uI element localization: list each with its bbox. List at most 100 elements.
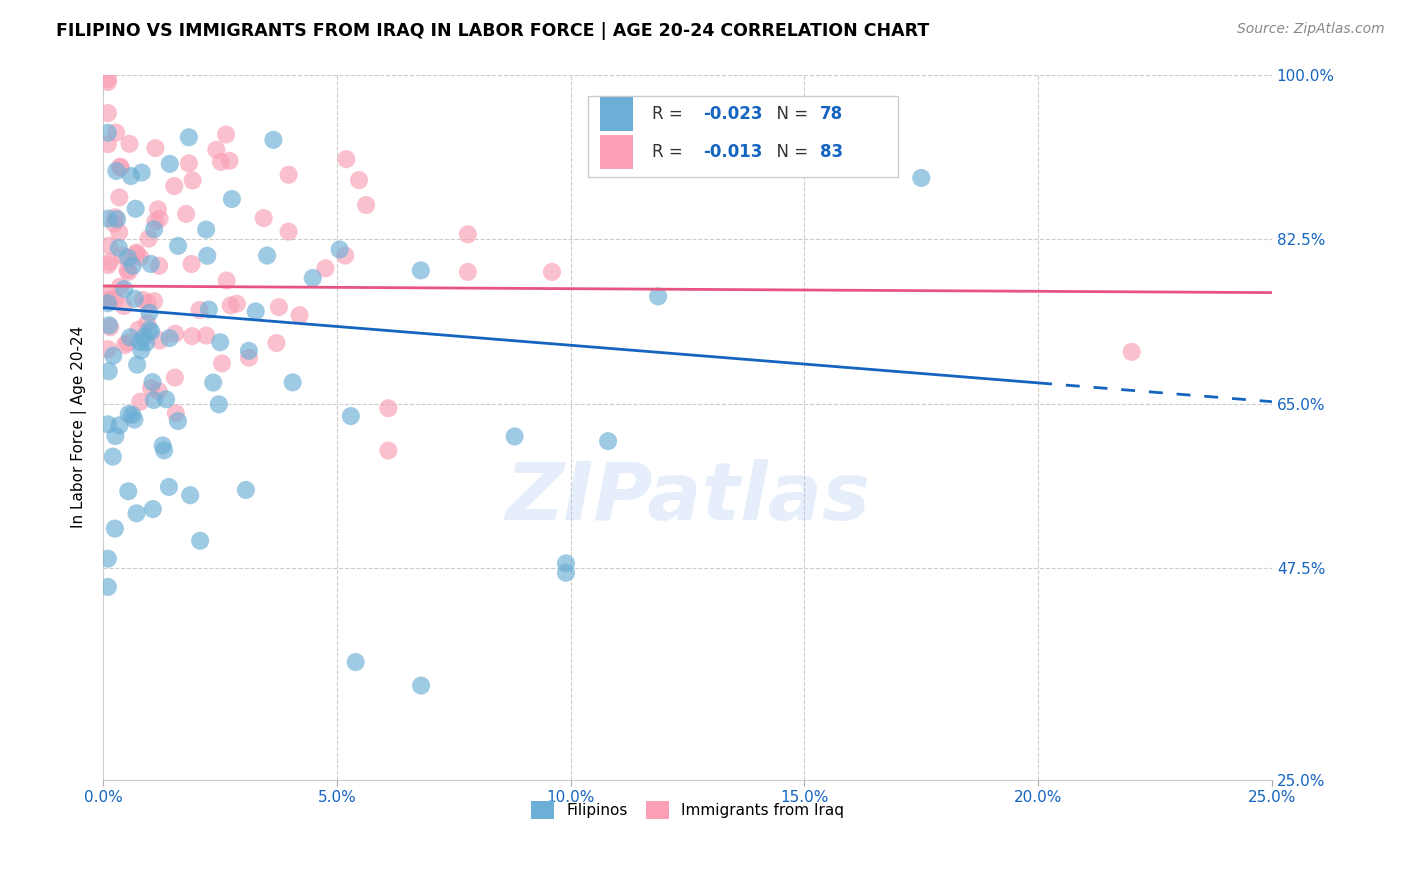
Text: R =: R = xyxy=(652,143,689,161)
Point xyxy=(238,343,260,358)
Point xyxy=(148,211,170,226)
Text: Source: ZipAtlas.com: Source: ZipAtlas.com xyxy=(1237,22,1385,37)
Point xyxy=(129,251,152,265)
Point xyxy=(125,247,148,261)
Point xyxy=(152,438,174,452)
Point xyxy=(177,130,200,145)
Point xyxy=(104,293,127,307)
Point xyxy=(138,232,160,246)
Point xyxy=(117,484,139,499)
Point xyxy=(333,249,356,263)
Point xyxy=(135,335,157,350)
Point xyxy=(179,488,201,502)
Point xyxy=(143,214,166,228)
Point xyxy=(105,212,128,227)
Point xyxy=(159,157,181,171)
Point xyxy=(145,141,167,155)
Point xyxy=(910,170,932,185)
Point xyxy=(97,296,120,310)
Point xyxy=(1121,344,1143,359)
Point xyxy=(125,506,148,520)
Point xyxy=(219,298,242,312)
Point xyxy=(188,302,211,317)
Point xyxy=(143,294,166,309)
Point xyxy=(142,502,165,516)
Point xyxy=(132,293,155,307)
Point xyxy=(288,308,311,322)
Point xyxy=(127,358,149,372)
Point xyxy=(148,259,170,273)
Point xyxy=(101,450,124,464)
Point xyxy=(555,566,578,580)
Point xyxy=(124,202,146,216)
Point xyxy=(262,133,284,147)
Point xyxy=(114,338,136,352)
Point xyxy=(174,207,197,221)
Point xyxy=(97,211,120,226)
Point xyxy=(120,169,142,183)
Point xyxy=(457,227,479,242)
Point xyxy=(112,282,135,296)
Point xyxy=(124,292,146,306)
Point xyxy=(128,322,150,336)
Point xyxy=(97,72,120,87)
Point xyxy=(124,412,146,426)
Point xyxy=(377,401,399,416)
Point xyxy=(108,160,131,174)
Point xyxy=(105,164,128,178)
Point xyxy=(314,261,336,276)
Point xyxy=(208,397,231,411)
Point xyxy=(108,190,131,204)
Point xyxy=(146,202,169,217)
Point xyxy=(117,335,139,350)
Point xyxy=(103,217,125,231)
Text: N =: N = xyxy=(766,104,813,122)
Point xyxy=(136,295,159,310)
Point xyxy=(117,265,139,279)
Point xyxy=(165,326,187,341)
Point xyxy=(97,258,120,272)
Point xyxy=(97,580,120,594)
Y-axis label: In Labor Force | Age 20-24: In Labor Force | Age 20-24 xyxy=(72,326,87,528)
Point xyxy=(128,334,150,349)
Point xyxy=(503,429,526,443)
Point xyxy=(238,351,260,365)
Point xyxy=(221,192,243,206)
Point xyxy=(209,335,232,350)
Point xyxy=(155,392,177,407)
Point xyxy=(225,296,247,310)
Point xyxy=(111,249,134,263)
Text: -0.013: -0.013 xyxy=(703,143,762,161)
Text: ZIPatlas: ZIPatlas xyxy=(505,458,870,537)
Point xyxy=(112,299,135,313)
Point xyxy=(215,128,238,142)
Point xyxy=(97,137,120,152)
Point xyxy=(301,271,323,285)
Point xyxy=(235,483,257,497)
Text: R =: R = xyxy=(652,104,689,122)
Point xyxy=(134,330,156,344)
Point xyxy=(541,265,564,279)
Point xyxy=(195,249,218,263)
Point xyxy=(108,279,131,293)
Point xyxy=(596,434,619,449)
Point xyxy=(211,356,233,370)
Point xyxy=(149,334,172,348)
Point xyxy=(117,263,139,277)
Point xyxy=(188,533,211,548)
Point xyxy=(139,381,162,395)
Point xyxy=(354,198,377,212)
Point xyxy=(138,323,160,337)
Point xyxy=(98,293,121,307)
Point xyxy=(159,331,181,345)
Text: FILIPINO VS IMMIGRANTS FROM IRAQ IN LABOR FORCE | AGE 20-24 CORRELATION CHART: FILIPINO VS IMMIGRANTS FROM IRAQ IN LABO… xyxy=(56,22,929,40)
Point xyxy=(195,222,218,236)
Point xyxy=(209,155,232,169)
Point xyxy=(281,376,304,390)
Point xyxy=(205,143,228,157)
Point xyxy=(97,293,120,308)
Point xyxy=(167,239,190,253)
Point xyxy=(97,75,120,89)
Point xyxy=(215,273,238,287)
Point xyxy=(267,300,290,314)
